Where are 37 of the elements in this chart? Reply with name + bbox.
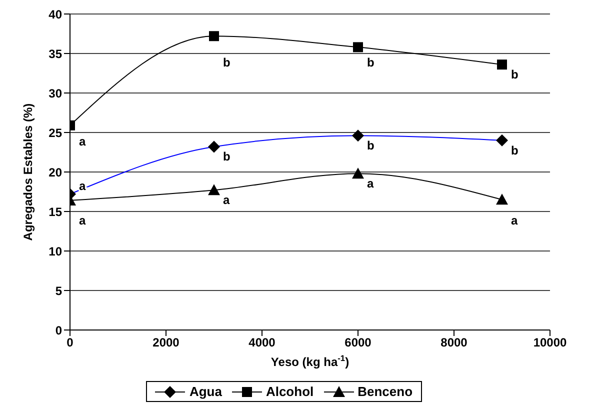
- y-axis-title: Agregados Estables (%): [21, 103, 35, 241]
- annotation: a: [223, 193, 230, 208]
- point: [352, 168, 364, 179]
- y-tick-label: 5: [55, 284, 62, 298]
- x-tick-label: 8000: [440, 336, 468, 350]
- point: [496, 194, 508, 205]
- annotation: b: [367, 138, 374, 153]
- y-tick-label: 15: [48, 204, 62, 219]
- x-tick-label: 2000: [152, 336, 180, 350]
- y-tick-label: 25: [48, 126, 62, 140]
- point: [208, 184, 220, 196]
- annotation: a: [367, 176, 374, 191]
- annotation: b: [511, 68, 518, 82]
- y-tick-label: 0: [55, 323, 62, 338]
- legend-label: Alcohol: [266, 384, 314, 399]
- annotation: b: [511, 143, 518, 158]
- y-tick-label: 20: [48, 165, 62, 180]
- x-tick-label: 4000: [248, 336, 276, 350]
- y-tick-label: 30: [48, 86, 62, 100]
- annotation: a: [79, 214, 86, 228]
- point: [209, 31, 219, 42]
- y-tick-label: 40: [48, 7, 62, 22]
- annotation: b: [223, 150, 230, 164]
- x-tick-label: 10000: [533, 336, 568, 350]
- x-axis-title: Yeso (kg ha$^{-1}$): [270, 353, 350, 369]
- x-tick-label: 6000: [344, 336, 372, 350]
- x-tick-label: 0: [66, 336, 74, 350]
- y-tick-label: 35: [48, 46, 62, 61]
- annotation: a: [511, 214, 518, 228]
- annotation: b: [223, 56, 230, 70]
- point: [353, 42, 363, 52]
- point: [497, 60, 507, 70]
- annotation: b: [367, 56, 374, 70]
- annotation: a: [79, 134, 86, 148]
- legend-label: Agua: [189, 384, 222, 399]
- y-tick-label: 10: [48, 244, 62, 258]
- legend-label: Benceno: [358, 384, 413, 399]
